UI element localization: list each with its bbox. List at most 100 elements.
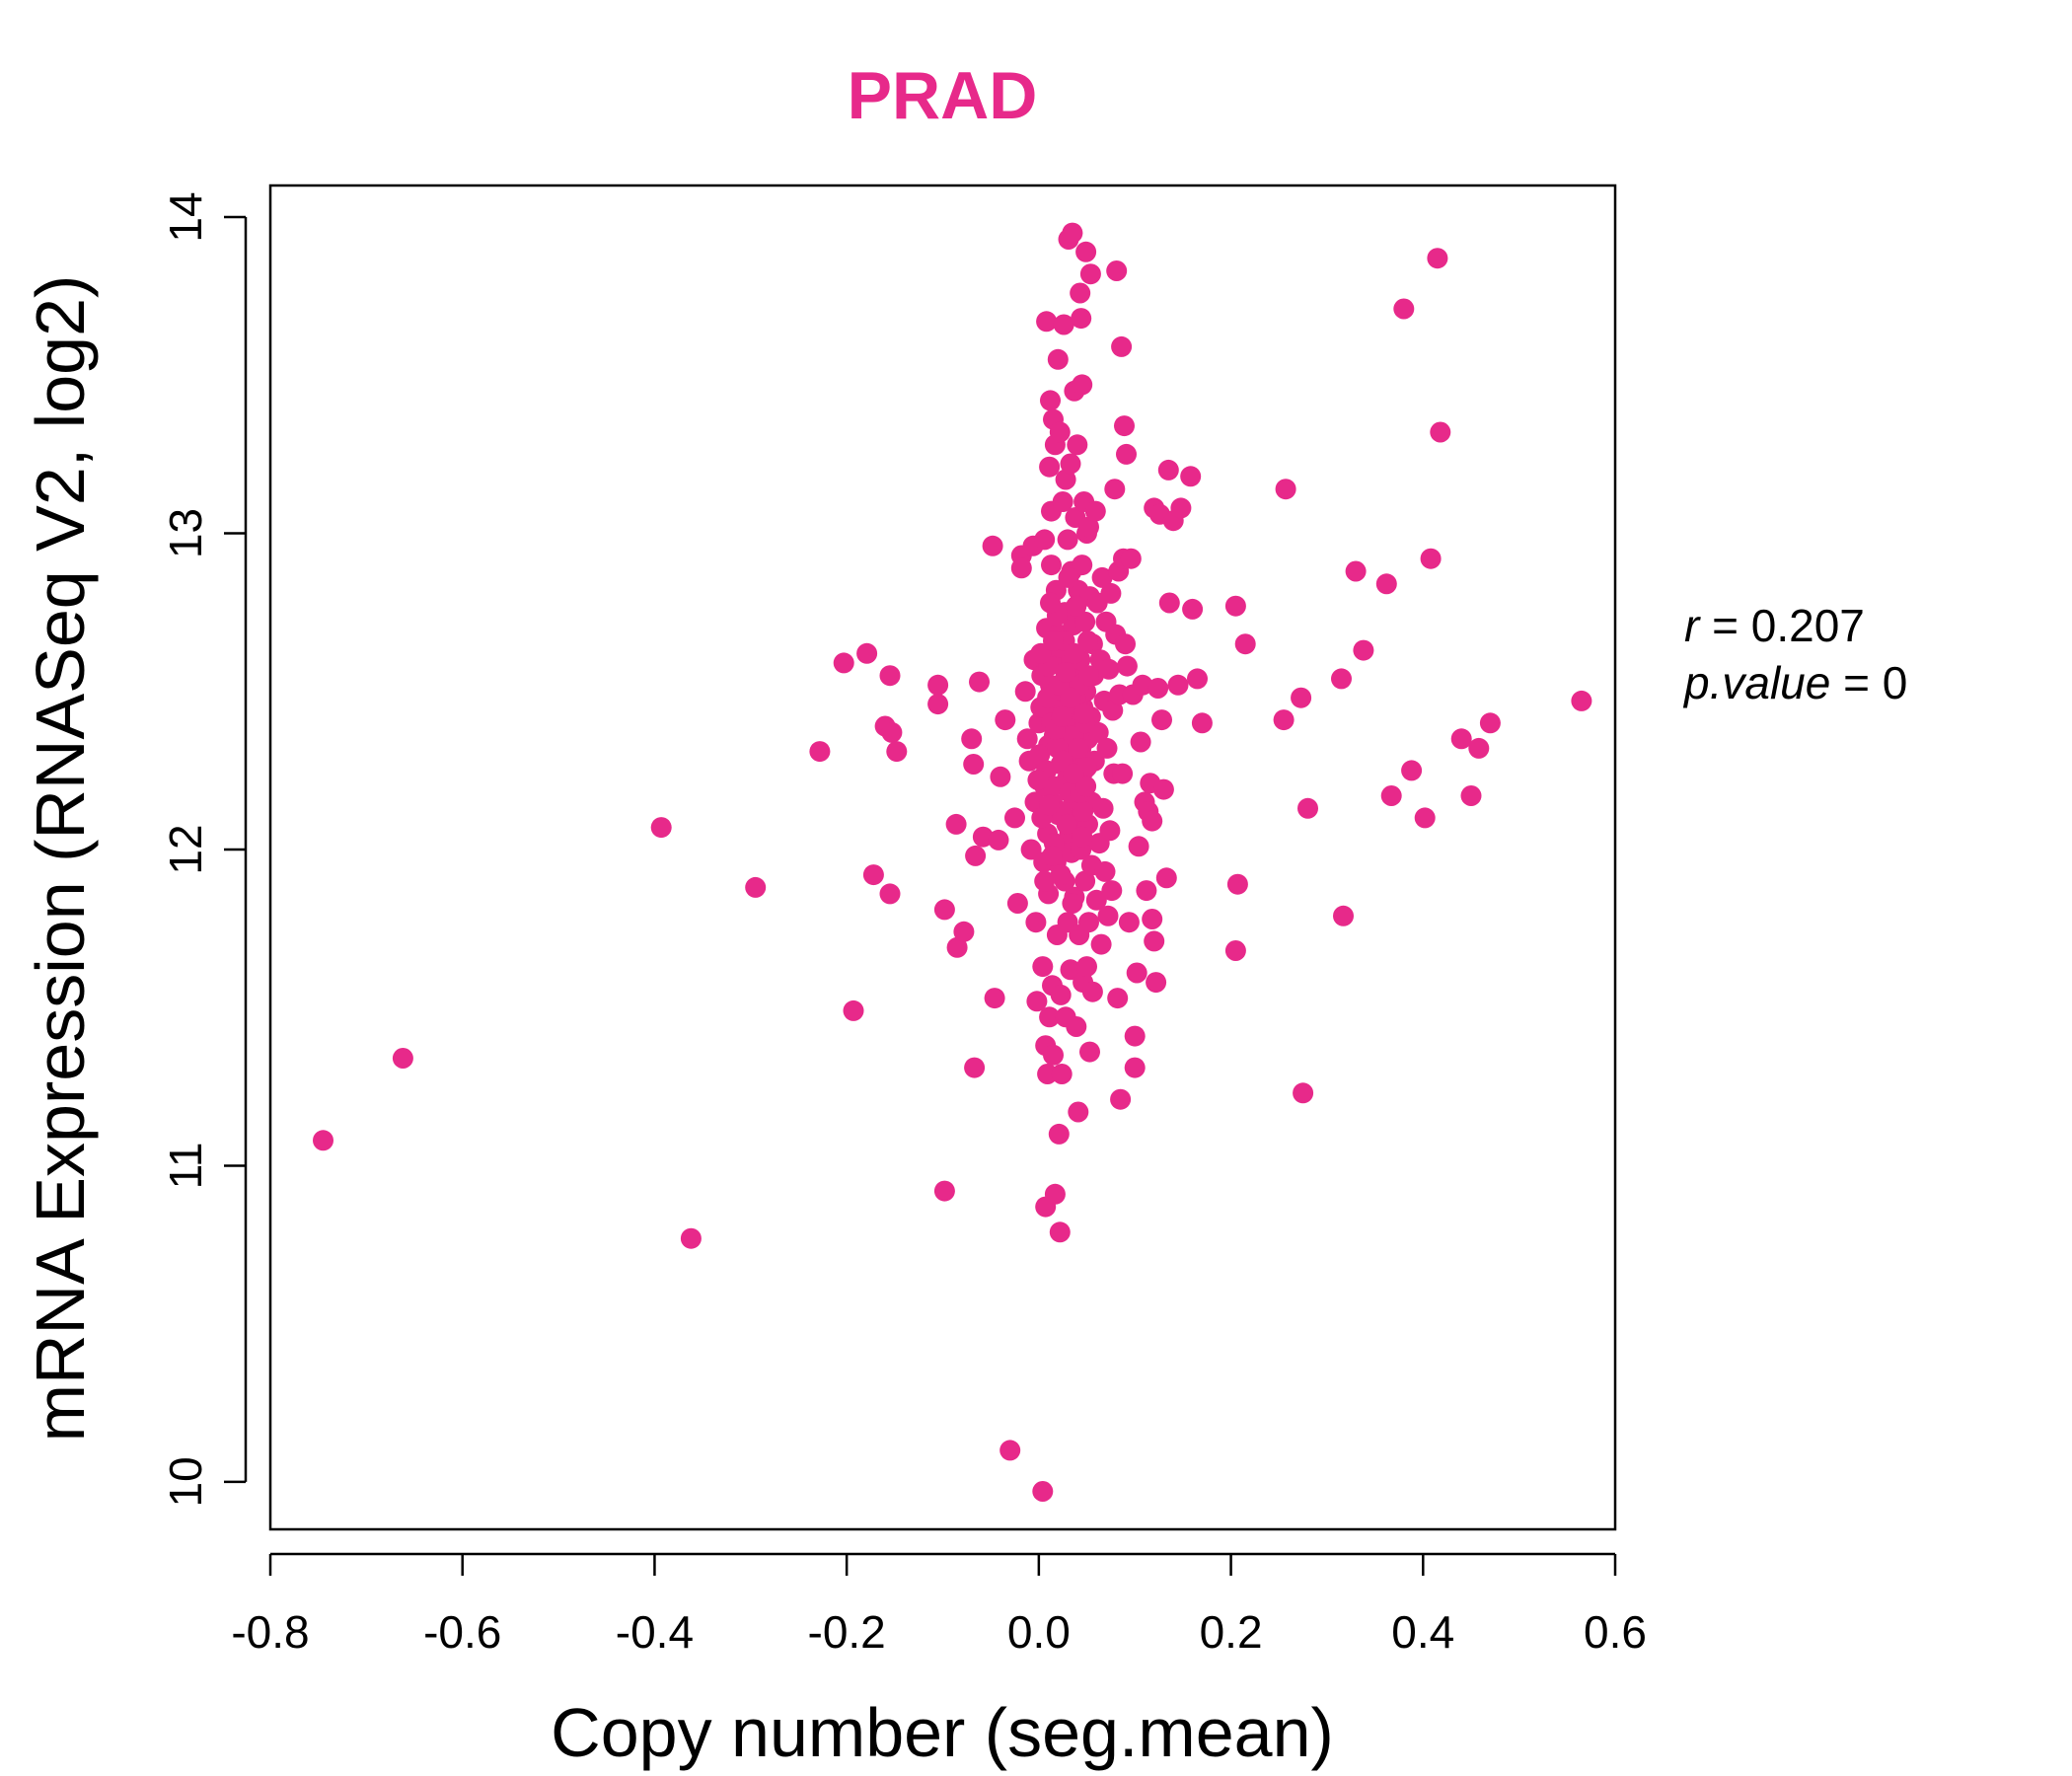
data-point: [886, 741, 908, 763]
data-point: [1191, 712, 1213, 734]
data-point: [1130, 731, 1151, 753]
data-point: [1039, 794, 1061, 816]
data-point: [1450, 728, 1472, 750]
data-point: [862, 864, 884, 886]
data-point: [1085, 889, 1107, 911]
data-point: [879, 883, 901, 905]
data-point: [1224, 940, 1246, 961]
data-point: [881, 721, 903, 743]
x-tick-label: 0.4: [1391, 1606, 1454, 1658]
data-point: [1460, 785, 1482, 806]
data-point: [1034, 870, 1056, 892]
data-point: [933, 899, 955, 921]
data-point: [945, 813, 967, 835]
data-point: [1048, 1123, 1070, 1145]
data-point: [809, 741, 831, 763]
data-point: [1043, 1044, 1064, 1066]
p-equals: =: [1830, 657, 1882, 708]
data-point: [1036, 311, 1058, 333]
data-point: [1081, 981, 1103, 1002]
data-point: [1040, 390, 1061, 411]
data-point: [1047, 348, 1069, 370]
data-point: [1052, 491, 1073, 512]
data-point: [1430, 421, 1451, 443]
data-point: [1006, 893, 1028, 914]
data-point: [1146, 972, 1167, 994]
data-point: [984, 988, 1005, 1009]
data-point: [1037, 1064, 1059, 1084]
data-point: [1096, 737, 1118, 759]
y-tick-label: 13: [160, 508, 211, 558]
data-point: [1142, 909, 1163, 929]
data-point: [1057, 529, 1078, 551]
data-point: [1116, 443, 1137, 465]
data-point: [1571, 690, 1592, 711]
data-point: [1155, 867, 1177, 889]
data-point: [1078, 516, 1099, 538]
data-point: [927, 694, 949, 715]
data-point: [1297, 797, 1318, 819]
data-point: [1077, 630, 1098, 651]
data-point: [1180, 466, 1202, 487]
y-tick-label: 10: [160, 1456, 211, 1507]
data-point: [933, 1180, 955, 1202]
data-points: [313, 222, 1592, 1502]
data-point: [1293, 1082, 1314, 1104]
data-point: [1226, 873, 1248, 895]
data-point: [1051, 1064, 1073, 1084]
data-point: [969, 671, 990, 693]
data-point: [1043, 630, 1064, 651]
data-point: [1067, 434, 1088, 456]
data-point: [1107, 988, 1129, 1009]
data-point: [1136, 880, 1157, 902]
data-point: [1068, 1101, 1089, 1123]
data-point: [1414, 807, 1436, 829]
y-axis: 10 11 12 13 14: [160, 191, 248, 1508]
data-point: [1068, 737, 1089, 759]
data-point: [1345, 560, 1367, 582]
x-tick-label: 0.6: [1584, 1606, 1647, 1658]
data-point: [1091, 566, 1113, 588]
r-statistic: r = 0.207: [1684, 600, 1865, 651]
data-point: [1375, 573, 1397, 595]
x-tick-label: -0.2: [808, 1606, 886, 1658]
data-point: [1158, 592, 1180, 614]
data-point: [1100, 582, 1122, 604]
data-point: [1142, 810, 1163, 832]
data-point: [1020, 839, 1042, 860]
data-point: [1094, 860, 1116, 882]
data-point: [1111, 335, 1133, 357]
data-point: [1112, 763, 1134, 784]
data-point: [1106, 260, 1128, 281]
correlation-stats: r = 0.207 p.value = 0: [1682, 600, 1907, 708]
chart-title: PRAD: [848, 58, 1038, 133]
data-point: [1053, 314, 1074, 335]
data-point: [1126, 962, 1147, 984]
data-point: [972, 826, 994, 848]
data-point: [1128, 836, 1149, 857]
data-point: [1468, 737, 1490, 759]
data-point: [1025, 912, 1047, 933]
data-point: [1034, 529, 1056, 551]
data-point: [1071, 308, 1092, 330]
data-point: [1101, 880, 1123, 902]
data-point: [1050, 984, 1072, 1005]
data-point: [953, 921, 975, 942]
data-point: [963, 754, 985, 775]
data-point: [982, 535, 1003, 556]
data-point: [1152, 778, 1174, 800]
data-point: [1110, 1088, 1132, 1110]
data-point: [961, 728, 983, 750]
data-point: [1076, 956, 1097, 978]
data-point: [1333, 905, 1354, 926]
data-point: [1234, 633, 1256, 655]
data-point: [1167, 674, 1189, 696]
data-point: [1074, 870, 1096, 892]
data-point: [1060, 959, 1081, 981]
data-point: [1291, 687, 1312, 708]
data-point: [1097, 905, 1119, 926]
data-point: [1479, 712, 1501, 734]
data-point: [990, 766, 1011, 787]
data-point: [1029, 744, 1051, 766]
